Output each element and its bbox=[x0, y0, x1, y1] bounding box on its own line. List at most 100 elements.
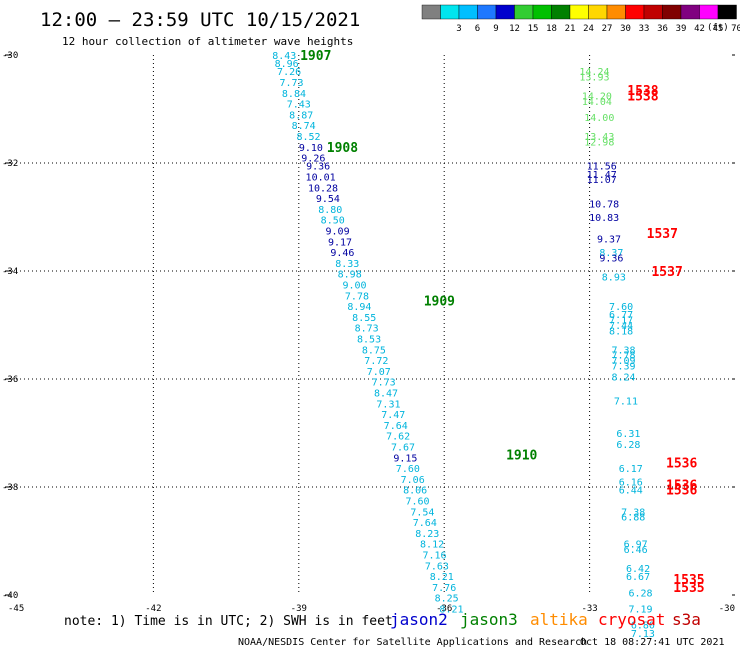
legend-tick-label: 9 bbox=[493, 24, 498, 34]
x-tick-label: -33 bbox=[581, 604, 597, 614]
swh-label: 7.16 bbox=[422, 551, 446, 562]
swh-label: 7.63 bbox=[425, 561, 449, 572]
swh-label: 8.23 bbox=[415, 529, 439, 540]
swh-label: 6.97 bbox=[624, 540, 648, 551]
swh-label: 7.64 bbox=[413, 518, 437, 529]
legend-swatch bbox=[458, 4, 478, 20]
legend-tick-label: 3 bbox=[456, 24, 461, 34]
swh-label: 6.28 bbox=[616, 440, 640, 451]
swh-label: 9.26 bbox=[301, 154, 325, 165]
swh-label: 6.28 bbox=[628, 588, 652, 599]
swh-label: 7.13 bbox=[631, 629, 655, 640]
swh-label: 7.72 bbox=[364, 356, 388, 367]
swh-label: 9.00 bbox=[342, 281, 366, 292]
swh-label: 6.67 bbox=[626, 572, 650, 583]
swh-label: 8.50 bbox=[321, 216, 345, 227]
swh-label: 7.54 bbox=[410, 507, 434, 518]
swh-label: 7.76 bbox=[432, 583, 456, 594]
x-tick-label: -39 bbox=[291, 604, 307, 614]
swh-label: 8.12 bbox=[420, 540, 444, 551]
satellite-name-jason2: jason2 bbox=[390, 610, 448, 629]
swh-label: 7.11 bbox=[614, 397, 638, 408]
swh-label: 8.43 bbox=[272, 51, 296, 62]
swh-label: 7.38 bbox=[621, 507, 645, 518]
swh-label: 13.93 bbox=[579, 73, 609, 84]
legend-swatch bbox=[514, 4, 534, 20]
footer-note: note: 1) Time is in UTC; 2) SWH is in fe… bbox=[64, 614, 393, 629]
footer-timestamp: Oct 18 08:27:41 UTC 2021 bbox=[580, 637, 725, 648]
swh-label: 10.28 bbox=[308, 183, 338, 194]
swh-label: 6.16 bbox=[619, 478, 643, 489]
legend-tick-label: 45 bbox=[713, 24, 724, 34]
swh-label: 8.53 bbox=[357, 335, 381, 346]
swh-label: 7.17 bbox=[609, 316, 633, 327]
swh-label: 7.19 bbox=[628, 605, 652, 616]
swh-label: 7.78 bbox=[345, 291, 369, 302]
swh-label: 9.36 bbox=[306, 162, 330, 173]
pass-time-labels: 1907190819091910153815381537153715361536… bbox=[300, 49, 705, 596]
swh-label: 7.06 bbox=[401, 475, 425, 486]
legend-swatch bbox=[421, 4, 441, 20]
pass-time-label: 1537 bbox=[647, 227, 678, 242]
swh-label: 7.60 bbox=[405, 497, 429, 508]
legend-tick-label: 27 bbox=[602, 24, 613, 34]
legend-swatch bbox=[569, 4, 589, 20]
swh-label: 7.44 bbox=[609, 321, 633, 332]
swh-label: 8.94 bbox=[347, 302, 371, 313]
swh-label: 11.47 bbox=[587, 170, 617, 181]
legend-swatch bbox=[495, 4, 515, 20]
swh-label: 8.06 bbox=[403, 486, 427, 497]
x-tick-label: -42 bbox=[145, 604, 161, 614]
legend-swatch bbox=[662, 4, 682, 20]
pass-time-label: 1538 bbox=[627, 90, 658, 105]
swh-label: 7.07 bbox=[367, 367, 391, 378]
legend-swatch bbox=[680, 4, 700, 20]
pass-time-label: 1536 bbox=[666, 457, 697, 472]
swh-label: 13.43 bbox=[584, 132, 614, 143]
y-tick-label: -38 bbox=[2, 483, 18, 493]
pass-time-label: 1538 bbox=[627, 84, 658, 99]
swh-label: 7.38 bbox=[611, 345, 635, 356]
pass-time-label: 1910 bbox=[506, 449, 537, 464]
pass-time-label: 1536 bbox=[666, 484, 697, 499]
y-tick-label: -30 bbox=[2, 51, 18, 61]
swh-label: 10.83 bbox=[589, 213, 619, 224]
swh-label: 7.09 bbox=[611, 356, 635, 367]
legend-swatch bbox=[625, 4, 645, 20]
swh-label: 8.84 bbox=[282, 89, 306, 100]
swh-label: 14.20 bbox=[582, 92, 612, 103]
y-tick-label: -32 bbox=[2, 159, 18, 169]
x-tick-label: -30 bbox=[719, 604, 735, 614]
swh-label: 8.96 bbox=[275, 59, 299, 70]
swh-label: 8.21 bbox=[430, 572, 454, 583]
swh-label: 8.47 bbox=[374, 389, 398, 400]
color-scale-legend: 3 6 9 12 15 18 21 24 27 30 33 36 39 42 45 70 bbox=[421, 4, 740, 34]
y-tick-label: -36 bbox=[2, 375, 18, 385]
swh-label: 7.73 bbox=[279, 78, 303, 89]
swh-label: 6.77 bbox=[609, 310, 633, 321]
satellite-name-jason3: jason3 bbox=[460, 610, 518, 629]
legend-swatch bbox=[643, 4, 663, 20]
y-tick-label: -40 bbox=[2, 591, 18, 601]
swh-label: 8.37 bbox=[599, 248, 623, 259]
swh-label: 9.46 bbox=[330, 248, 354, 259]
swh-label: 7.31 bbox=[376, 399, 400, 410]
swh-label: 7.67 bbox=[391, 443, 415, 454]
swh-label: 8.93 bbox=[602, 272, 626, 283]
pass-time-label: 1908 bbox=[327, 141, 358, 156]
swh-label: 8.74 bbox=[292, 121, 316, 132]
swh-label: 7.60 bbox=[609, 302, 633, 313]
swh-label: 6.42 bbox=[626, 564, 650, 575]
swh-label: 7.73 bbox=[372, 378, 396, 389]
satellite-name-cryosat: cryosat bbox=[598, 610, 665, 629]
legend-tick-label: 6 bbox=[475, 24, 480, 34]
pass-time-label: 1907 bbox=[300, 49, 331, 64]
legend-swatch bbox=[440, 4, 460, 20]
swh-label: 7.60 bbox=[396, 464, 420, 475]
pass-time-label: 1537 bbox=[651, 265, 682, 280]
legend-swatch bbox=[532, 4, 552, 20]
satellite-name-s3a: s3a bbox=[672, 610, 701, 629]
swh-label: 11.07 bbox=[587, 175, 617, 186]
